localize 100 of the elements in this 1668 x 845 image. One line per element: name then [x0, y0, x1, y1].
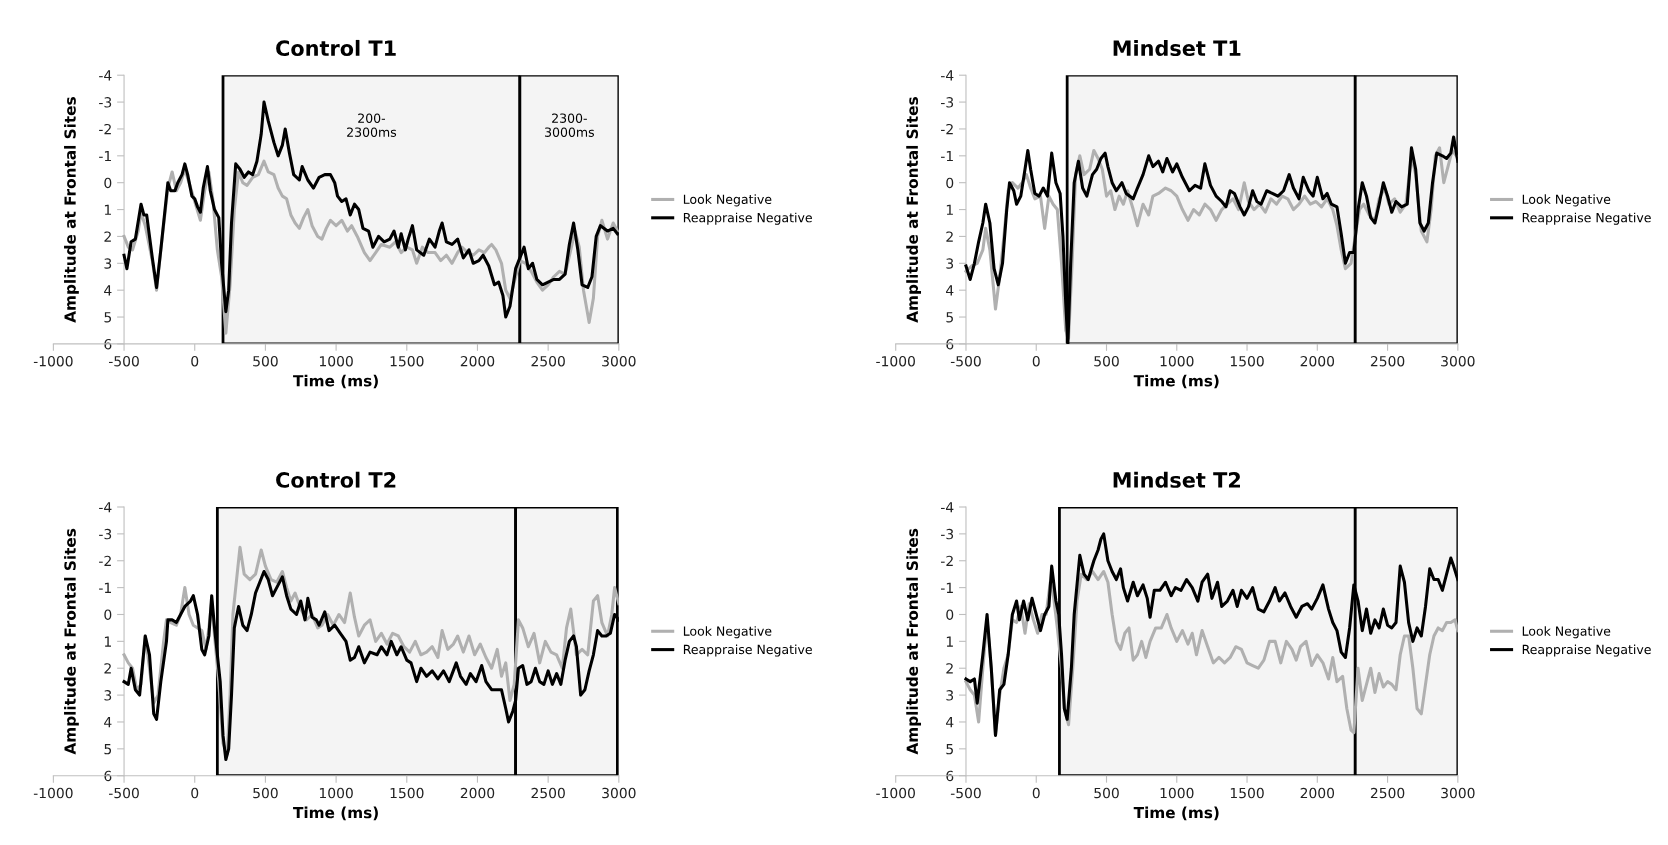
y-tick-label: -4: [99, 70, 112, 81]
y-tick-label: 3: [946, 690, 954, 701]
x-tick-label: 2500: [531, 355, 565, 367]
y-tick-label: 2: [946, 663, 953, 674]
y-tick-label: 6: [946, 770, 954, 782]
x-tick-label: 2000: [460, 787, 495, 799]
y-tick-label: 0: [104, 177, 112, 189]
y-tick-label: -3: [941, 528, 954, 540]
x-tick-label: 3000: [1441, 355, 1475, 367]
y-tick-label: 3: [104, 690, 112, 701]
y-tick-label: -3: [99, 528, 112, 540]
y-tick-label: 3: [946, 258, 954, 269]
x-tick-label: -1000: [33, 787, 73, 799]
x-tick-label: 1500: [1230, 787, 1264, 799]
y-tick-label: 6: [104, 338, 112, 350]
y-tick-label: 2: [104, 231, 111, 242]
y-tick-label: 4: [946, 285, 954, 296]
x-tick-label: 0: [1032, 355, 1040, 367]
y-tick-label: -2: [941, 123, 953, 135]
legend-label: Reappraise Negative: [683, 644, 812, 657]
x-tick-label: 1500: [1230, 355, 1264, 367]
x-tick-label: 3000: [1441, 787, 1475, 799]
y-tick-label: 0: [104, 609, 112, 620]
y-axis-title: Amplitude at Frontal Sites: [64, 97, 79, 323]
y-tick-label: 4: [946, 717, 954, 728]
band-label: 200- 2300ms: [347, 113, 397, 137]
y-tick-label: -1: [941, 150, 953, 162]
x-tick-label: 2000: [1300, 787, 1335, 799]
x-tick-label: -500: [108, 787, 139, 799]
y-tick-label: 3: [104, 258, 112, 269]
x-tick-label: 1000: [319, 787, 353, 799]
x-tick-label: 1500: [390, 355, 424, 367]
x-axis-title: Time (ms): [293, 806, 378, 821]
x-tick-label: -1000: [876, 787, 915, 799]
y-tick-label: 1: [104, 204, 111, 215]
legend-label: Look Negative: [683, 194, 772, 207]
y-tick-label: 0: [946, 177, 954, 189]
x-tick-label: -1000: [876, 355, 915, 367]
x-tick-label: 500: [253, 787, 278, 799]
y-tick-label: 1: [946, 636, 953, 647]
y-tick-label: 0: [946, 609, 954, 620]
x-tick-label: 3000: [602, 355, 636, 367]
y-tick-label: -2: [99, 555, 111, 567]
x-tick-label: 1500: [390, 787, 424, 799]
x-tick-label: 2000: [460, 355, 495, 367]
y-tick-label: 1: [104, 636, 111, 647]
legend-label: Reappraise Negative: [1522, 212, 1651, 225]
x-axis-title: Time (ms): [1133, 806, 1219, 821]
y-tick-label: -4: [941, 502, 954, 513]
y-tick-label: 6: [104, 770, 112, 782]
legend-label: Reappraise Negative: [1522, 644, 1651, 657]
legend-label: Look Negative: [1522, 626, 1611, 639]
y-tick-label: -2: [99, 123, 111, 135]
band-label: 2300- 3000ms: [545, 113, 594, 137]
y-tick-label: 5: [946, 312, 953, 323]
legend-label: Look Negative: [1522, 194, 1611, 207]
y-tick-label: -1: [941, 582, 953, 593]
legend-label: Reappraise Negative: [683, 212, 812, 225]
y-tick-label: 2: [946, 231, 953, 242]
y-tick-label: -3: [941, 97, 954, 108]
x-tick-label: 500: [253, 355, 278, 367]
y-axis-title: Amplitude at Frontal Sites: [906, 528, 922, 755]
y-tick-label: -3: [99, 97, 112, 108]
legend-label: Look Negative: [683, 626, 772, 639]
x-tick-label: 0: [1032, 787, 1040, 799]
x-tick-label: 0: [191, 355, 199, 367]
x-tick-label: 1000: [1160, 787, 1194, 799]
y-tick-label: 4: [104, 717, 112, 728]
x-tick-label: -500: [950, 787, 981, 799]
x-axis-title: Time (ms): [1133, 374, 1219, 389]
x-tick-label: -500: [950, 355, 981, 367]
y-tick-label: 5: [104, 312, 112, 323]
y-tick-label: -4: [99, 502, 112, 513]
x-tick-label: 500: [1094, 787, 1119, 799]
y-tick-label: 6: [946, 338, 954, 350]
x-tick-label: 2500: [531, 787, 565, 799]
y-tick-label: 2: [104, 663, 111, 674]
x-tick-label: 2500: [1370, 355, 1405, 367]
y-tick-label: -1: [99, 582, 111, 593]
y-axis-title: Amplitude at Frontal Sites: [906, 97, 922, 323]
y-tick-label: 4: [104, 285, 112, 296]
x-tick-label: 3000: [602, 787, 636, 799]
y-tick-label: -1: [99, 150, 111, 162]
x-tick-label: 2000: [1300, 355, 1335, 367]
y-tick-label: -2: [941, 555, 953, 567]
x-tick-label: 1000: [1160, 355, 1194, 367]
chart-title: Control T2: [276, 471, 396, 488]
y-tick-label: 5: [946, 743, 953, 755]
y-tick-label: -4: [941, 70, 954, 81]
x-tick-label: 0: [191, 787, 199, 799]
chart-title: Control T1: [276, 39, 396, 57]
x-axis-title: Time (ms): [293, 374, 378, 389]
x-tick-label: 1000: [319, 355, 353, 367]
x-tick-label: -500: [108, 355, 139, 367]
y-tick-label: 1: [946, 204, 953, 215]
x-tick-label: 500: [1094, 355, 1119, 367]
chart-title: Mindset T2: [1113, 471, 1240, 488]
x-tick-label: -1000: [33, 355, 73, 367]
chart-title: Mindset T1: [1113, 39, 1241, 57]
y-axis-title: Amplitude at Frontal Sites: [64, 528, 79, 755]
